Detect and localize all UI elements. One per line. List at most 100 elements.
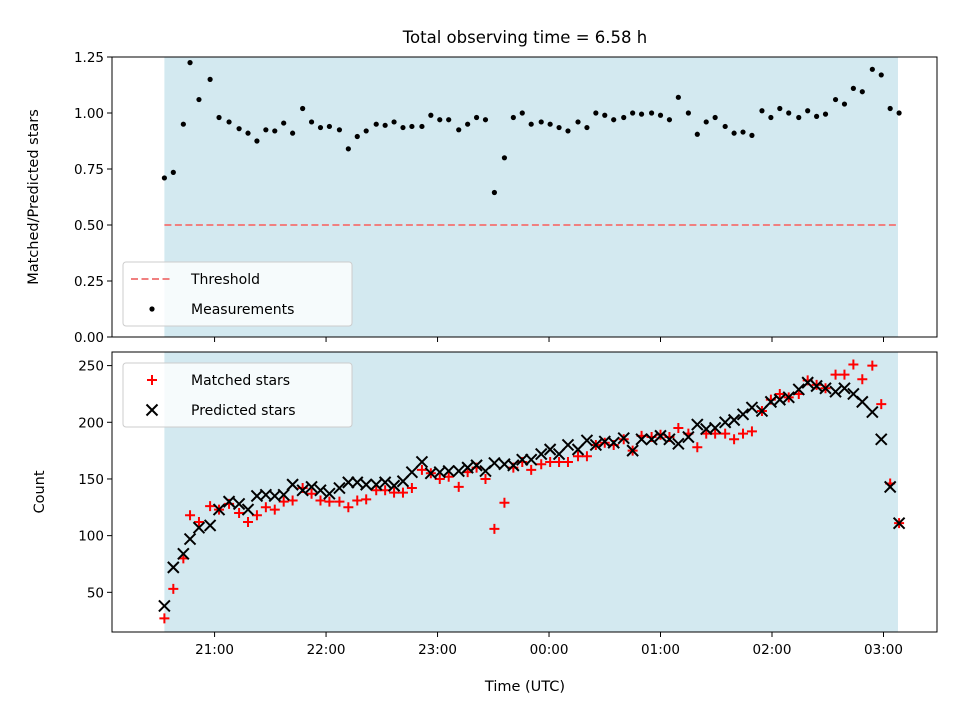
predicted-stars-point: [461, 461, 474, 474]
measurement-point: [428, 112, 434, 118]
measurement-point: [519, 110, 525, 116]
matched-stars-point: [729, 434, 740, 445]
y-axis-label-count: Count: [32, 470, 48, 513]
matched-stars-point: [434, 473, 445, 484]
matched-stars-point: [720, 428, 731, 439]
predicted-stars-point: [405, 465, 419, 479]
measurement-point: [281, 120, 287, 126]
measurement-point: [896, 110, 902, 116]
matched-stars-point: [526, 464, 537, 475]
count-panel: 50 100 150 200 250 21:00 22:00 23:00 00:00 01:00 0…: [78, 351, 938, 658]
measurement-point: [501, 155, 508, 161]
predicted-stars-point: [838, 382, 851, 395]
matched-stars-point: [168, 583, 179, 594]
measurement-point: [326, 123, 332, 130]
measurement-point: [226, 119, 232, 125]
chart-title: Total observing time = 6.58 h: [402, 28, 647, 47]
measurement-point: [611, 117, 617, 123]
measurement-point: [254, 138, 260, 144]
measurement-point: [657, 112, 664, 118]
measurement-point: [300, 105, 306, 112]
matched-stars-point: [343, 502, 354, 513]
matched-stars-point: [397, 487, 408, 498]
predicted-stars-point: [691, 418, 704, 431]
x-tick-label: 23:00: [418, 642, 457, 658]
predicted-stars-point: [663, 433, 676, 446]
matched-stars-point: [562, 456, 573, 467]
matched-stars-point: [857, 374, 868, 385]
series-predicted-stars: [158, 376, 906, 613]
predicted-stars-point: [773, 393, 787, 406]
measurement-point: [722, 123, 728, 130]
measurement-point: [694, 131, 700, 137]
matched-stars-point: [573, 451, 584, 462]
axes-frame: [111, 56, 938, 338]
measurement-point: [556, 124, 562, 131]
predicted-stars-point: [672, 437, 685, 451]
predicted-stars-point: [415, 455, 429, 469]
measurement-point: [437, 117, 443, 123]
measurement-point: [813, 113, 820, 119]
measurement-point: [878, 72, 884, 78]
predicted-stars-point: [359, 478, 373, 491]
predicted-stars-point: [342, 476, 355, 489]
matched-stars-point: [159, 613, 170, 624]
measurement-point: [363, 128, 369, 134]
predicted-stars-point: [314, 484, 327, 497]
predicted-stars-point: [232, 497, 246, 511]
series-matched-stars: [159, 359, 905, 624]
matched-stars-point: [185, 510, 196, 521]
predicted-stars-point: [183, 532, 197, 546]
matched-stars-point: [193, 517, 204, 528]
measurement-point: [841, 101, 848, 107]
predicted-stars-point: [296, 484, 309, 497]
measurement-point: [336, 127, 343, 133]
predicted-stars-point: [792, 383, 805, 396]
measurement-point: [602, 112, 608, 118]
predicted-stars-point: [241, 503, 255, 516]
predicted-stars-point: [543, 443, 557, 456]
matched-stars-point: [499, 497, 510, 508]
measurement-point: [473, 114, 480, 121]
measurement-point: [575, 119, 581, 125]
predicted-stars-point: [810, 379, 823, 393]
measurement-point: [749, 132, 755, 138]
matched-stars-point: [489, 523, 500, 534]
predicted-stars-point: [727, 413, 741, 427]
predicted-stars-point: [351, 476, 364, 489]
predicted-stars-point: [167, 561, 180, 574]
matched-stars-point: [260, 502, 271, 513]
predicted-stars-point: [856, 395, 869, 409]
predicted-stars-point: [488, 456, 501, 470]
predicted-stars-point: [516, 453, 529, 466]
measurement-point: [263, 127, 269, 133]
measurement-point: [446, 117, 452, 123]
y-tick-label: 1.25: [74, 50, 104, 66]
measurement-point: [170, 169, 176, 175]
matched-stars-point: [581, 451, 592, 462]
predicted-stars-point: [387, 479, 401, 492]
legend-label: Predicted stars: [191, 403, 296, 419]
measurement-point: [703, 119, 709, 125]
series-measurements: [161, 60, 902, 196]
matched-stars-point: [389, 487, 400, 498]
measurement-point: [869, 66, 875, 72]
measurement-point: [796, 114, 802, 121]
measurement-point: [196, 96, 202, 103]
measurement-point: [648, 110, 655, 116]
predicted-stars-point: [635, 433, 648, 446]
matched-stars-point: [278, 496, 289, 507]
y-tick-label: 0.75: [74, 162, 104, 178]
legend-marker-swatch: [145, 403, 159, 417]
matched-stars-point: [406, 483, 417, 494]
legend-label: Matched stars: [191, 373, 290, 389]
measurement-point: [382, 122, 388, 128]
predicted-stars-point: [535, 447, 548, 461]
predicted-stars-point: [370, 478, 383, 491]
predicted-stars-point: [782, 391, 795, 404]
predicted-stars-point: [607, 436, 620, 449]
y-tick-label: 0.25: [74, 274, 104, 290]
measurement-point: [308, 119, 315, 125]
measurement-point: [400, 124, 406, 131]
